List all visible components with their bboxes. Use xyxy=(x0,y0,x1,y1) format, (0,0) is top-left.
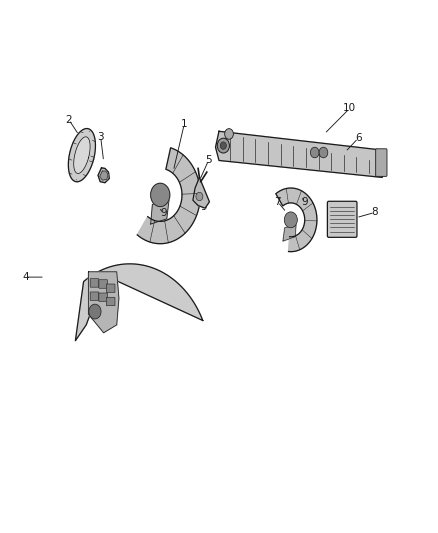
Polygon shape xyxy=(283,225,296,241)
Polygon shape xyxy=(137,148,200,244)
Circle shape xyxy=(220,142,226,149)
Text: 5: 5 xyxy=(205,156,212,165)
Circle shape xyxy=(217,138,230,153)
FancyBboxPatch shape xyxy=(99,280,108,288)
FancyBboxPatch shape xyxy=(90,279,99,287)
Circle shape xyxy=(196,192,203,201)
FancyBboxPatch shape xyxy=(106,284,115,293)
FancyBboxPatch shape xyxy=(99,293,108,302)
Text: 1: 1 xyxy=(181,119,187,130)
Polygon shape xyxy=(193,177,209,208)
Polygon shape xyxy=(215,131,385,177)
FancyBboxPatch shape xyxy=(106,297,115,306)
Circle shape xyxy=(311,147,319,158)
Polygon shape xyxy=(74,137,90,174)
Text: 7: 7 xyxy=(275,197,281,207)
Text: 4: 4 xyxy=(22,272,28,282)
Circle shape xyxy=(225,128,233,139)
Polygon shape xyxy=(100,171,108,180)
Text: 10: 10 xyxy=(343,103,356,114)
Text: 9: 9 xyxy=(201,201,207,212)
Circle shape xyxy=(151,183,170,207)
Circle shape xyxy=(319,147,328,158)
Text: 9: 9 xyxy=(302,197,308,207)
Polygon shape xyxy=(68,128,95,182)
Polygon shape xyxy=(75,264,203,341)
Polygon shape xyxy=(98,168,110,183)
Polygon shape xyxy=(88,272,119,333)
FancyBboxPatch shape xyxy=(376,149,387,176)
FancyBboxPatch shape xyxy=(327,201,357,237)
Polygon shape xyxy=(151,200,169,224)
Polygon shape xyxy=(276,188,317,252)
Text: 9: 9 xyxy=(160,208,166,219)
Text: 2: 2 xyxy=(66,115,72,125)
FancyBboxPatch shape xyxy=(90,292,99,301)
Circle shape xyxy=(284,212,297,228)
Text: 8: 8 xyxy=(371,207,378,217)
Text: 6: 6 xyxy=(355,133,362,143)
Text: 3: 3 xyxy=(97,132,104,142)
Circle shape xyxy=(89,304,101,319)
